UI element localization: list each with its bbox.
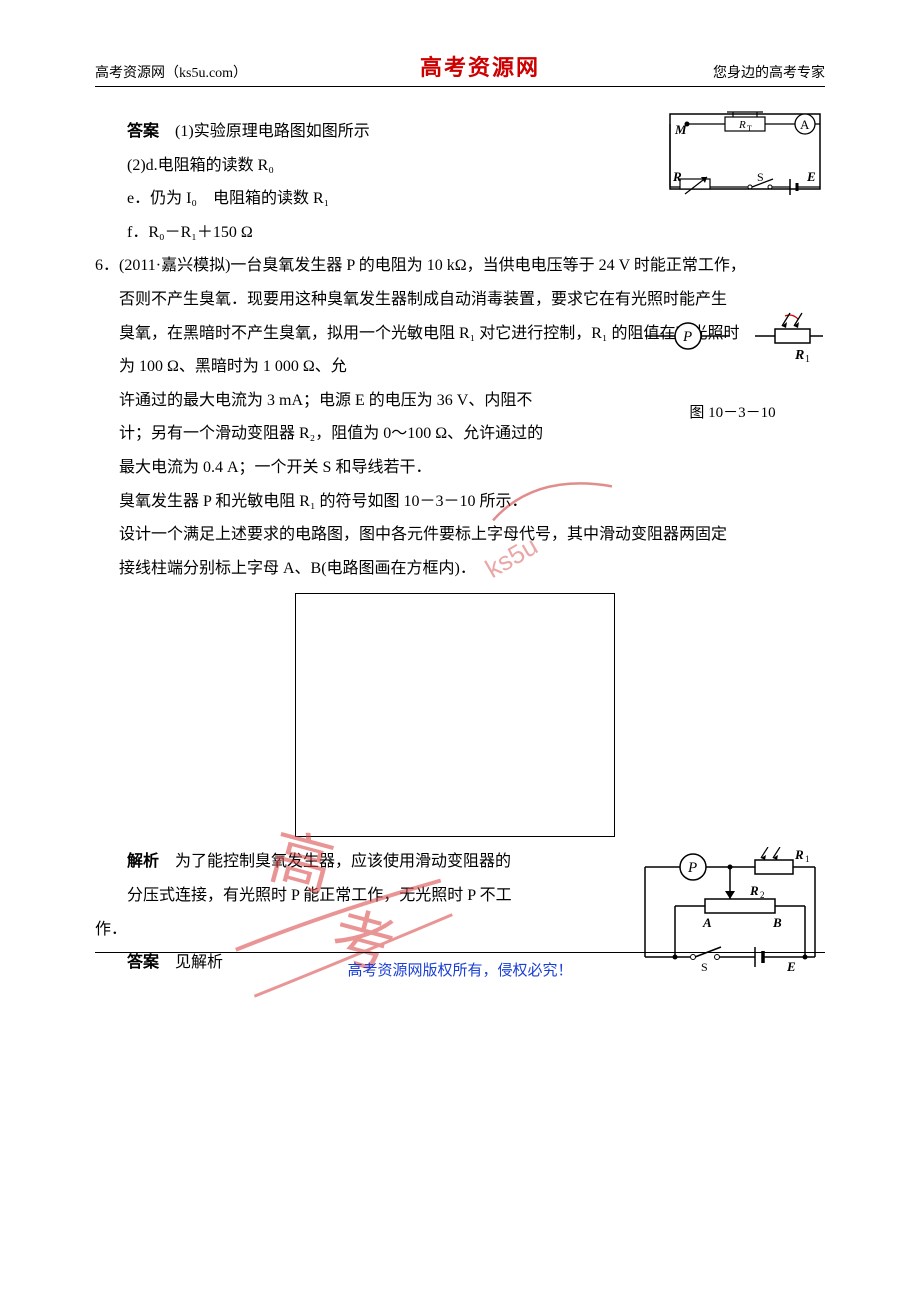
answer-label: 答案 [127,123,159,140]
svg-text:1: 1 [805,854,810,864]
q6-number: 6． [95,257,119,274]
answer-drawing-box [295,593,615,837]
svg-text:A: A [702,915,712,930]
q6-t1: 一台臭氧发生器 P 的电阻为 10 kΩ，当供电电压等于 24 V 时能正常工作… [230,257,745,274]
svg-text:R: R [794,348,804,363]
q6-line8: 臭氧发生器 P 和光敏电阻 R₁ 的符号如图 10－3－10 所示． [95,485,825,519]
svg-text:A: A [800,117,810,132]
footer-text: 高考资源网版权所有，侵权必究！ [95,959,825,980]
footer: 高考资源网版权所有，侵权必究！ [95,952,825,980]
header-brand: 高考资源网 [420,50,540,82]
solution-label: 解析 [127,853,159,870]
header-left: 高考资源网（ks5u.com） [95,62,247,82]
svg-text:R: R [794,847,804,862]
answer-line4: f．R₀－R₁＋150 Ω [95,216,825,250]
svg-text:1: 1 [805,354,810,365]
symbol-figure: P R 1 图 10－3－10 [640,311,825,406]
figure-caption: 图 10－3－10 [640,398,825,430]
footer-rule [95,952,825,953]
answer-circuit-diagram: R T M A R S E [665,109,825,199]
solution-t1: 为了能控制臭氧发生器，应该使用滑动变阻器的 [175,853,511,870]
svg-text:R: R [749,883,759,898]
page: 高考资源网（ks5u.com） 高考资源网 您身边的高考专家 R T M A [0,0,920,1020]
svg-text:S: S [757,170,764,184]
header: 高考资源网（ks5u.com） 高考资源网 您身边的高考专家 [95,50,825,82]
svg-text:2: 2 [760,890,765,900]
q6-line1: 6．(2011·嘉兴模拟)一台臭氧发生器 P 的电阻为 10 kΩ，当供电电压等… [95,249,825,283]
answer-text1: (1)实验原理电路图如图所示 [175,123,370,140]
svg-text:B: B [772,915,782,930]
header-right: 您身边的高考专家 [713,62,825,82]
svg-text:T: T [747,124,752,133]
q6-line10: 接线柱端分别标上字母 A、B(电路图画在方框内)． [95,552,825,586]
svg-text:M: M [674,122,687,137]
svg-text:E: E [806,169,816,184]
svg-text:R: R [672,169,682,184]
svg-text:P: P [687,860,697,876]
content: R T M A R S E [95,115,825,980]
header-rule [95,86,825,87]
q6-source: (2011·嘉兴模拟) [119,257,230,274]
q6-line7: 最大电流为 0.4 A；一个开关 S 和导线若干． [95,451,825,485]
svg-text:R: R [738,119,746,131]
q6-line9: 设计一个满足上述要求的电路图，图中各元件要标上字母代号，其中滑动变阻器两固定 [95,518,825,552]
svg-text:P: P [682,329,692,345]
